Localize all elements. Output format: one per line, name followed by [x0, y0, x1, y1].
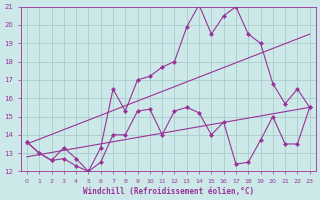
X-axis label: Windchill (Refroidissement éolien,°C): Windchill (Refroidissement éolien,°C) [83, 187, 254, 196]
